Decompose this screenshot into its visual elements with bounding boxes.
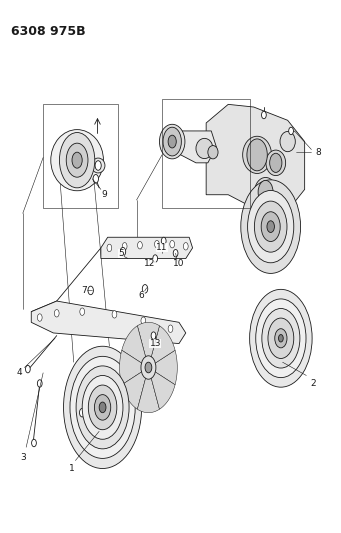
Circle shape [137,241,142,249]
Circle shape [88,286,93,295]
Circle shape [54,310,59,317]
Text: 1: 1 [69,464,75,473]
Circle shape [141,356,156,379]
Ellipse shape [91,158,105,173]
Text: 11: 11 [156,244,168,253]
Text: 12: 12 [145,260,156,268]
Circle shape [279,335,283,342]
Text: 3: 3 [20,454,26,463]
Ellipse shape [243,136,271,173]
Polygon shape [154,350,177,385]
Polygon shape [120,350,143,385]
Bar [162,99,250,208]
Circle shape [82,375,123,439]
Text: 13: 13 [149,339,161,348]
Circle shape [107,244,112,252]
Circle shape [142,285,148,293]
Circle shape [88,385,117,430]
Circle shape [168,135,176,148]
Circle shape [141,317,146,325]
Circle shape [93,174,99,183]
Ellipse shape [51,130,103,191]
Circle shape [151,332,156,340]
Circle shape [72,152,82,168]
Polygon shape [151,371,175,409]
Text: 8: 8 [315,148,321,157]
Text: 9: 9 [101,190,107,199]
Circle shape [254,201,287,252]
Ellipse shape [266,150,286,175]
Ellipse shape [254,177,277,207]
Circle shape [270,154,282,172]
Circle shape [38,379,42,387]
Text: 2: 2 [310,379,316,388]
Polygon shape [101,237,193,259]
Text: 7: 7 [81,286,87,295]
Circle shape [79,408,85,417]
Polygon shape [122,326,146,364]
Circle shape [32,439,36,447]
Circle shape [94,394,111,420]
Circle shape [76,366,129,449]
Bar [43,104,118,208]
Circle shape [80,308,85,316]
Circle shape [161,237,166,245]
Circle shape [170,240,175,248]
Polygon shape [31,301,186,344]
Polygon shape [137,322,160,359]
Text: 6308 975B: 6308 975B [11,25,86,38]
Circle shape [173,249,178,257]
Circle shape [248,190,294,263]
Ellipse shape [196,139,213,159]
Circle shape [99,402,106,413]
Circle shape [241,180,300,273]
Polygon shape [206,104,305,211]
Polygon shape [151,326,175,364]
Circle shape [38,314,42,321]
Text: 10: 10 [173,260,185,268]
Text: 4: 4 [17,368,22,377]
Circle shape [258,180,273,204]
Circle shape [163,127,181,156]
Circle shape [59,133,95,188]
Circle shape [247,139,267,171]
Circle shape [261,212,280,241]
Circle shape [262,309,300,368]
Circle shape [289,127,294,135]
Circle shape [183,243,188,250]
Circle shape [95,161,101,170]
Polygon shape [167,131,216,163]
Circle shape [275,329,287,348]
Circle shape [70,357,135,458]
Circle shape [122,243,127,250]
Ellipse shape [280,132,295,152]
Circle shape [26,366,30,373]
Circle shape [256,299,306,377]
Circle shape [120,247,126,256]
Ellipse shape [208,146,218,159]
Circle shape [262,111,266,119]
Ellipse shape [160,124,185,159]
Polygon shape [122,371,146,409]
Circle shape [267,221,275,232]
Polygon shape [137,376,160,413]
Circle shape [250,289,312,387]
Text: 5: 5 [118,249,124,258]
Circle shape [112,311,117,318]
Circle shape [268,318,294,359]
Text: 6: 6 [139,291,145,300]
Circle shape [153,255,158,262]
Circle shape [145,362,152,373]
Circle shape [168,325,173,333]
Circle shape [66,143,88,177]
Circle shape [63,346,142,469]
Circle shape [154,240,159,248]
